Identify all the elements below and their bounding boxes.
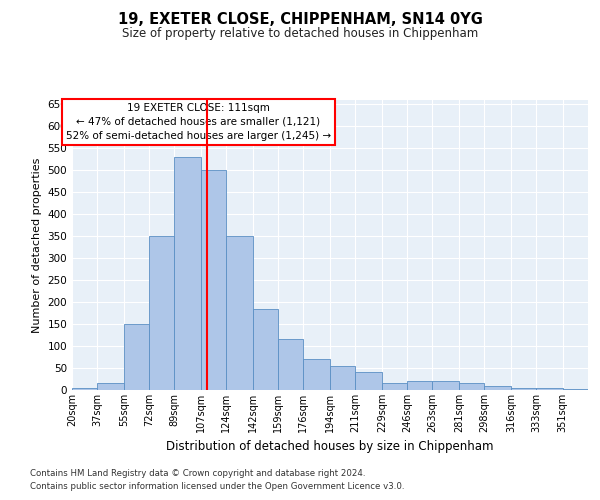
Bar bbox=[253, 308, 278, 390]
Text: 19 EXETER CLOSE: 111sqm
← 47% of detached houses are smaller (1,121)
52% of semi: 19 EXETER CLOSE: 111sqm ← 47% of detache… bbox=[66, 103, 331, 141]
Bar bbox=[201, 170, 226, 390]
Bar bbox=[355, 372, 382, 390]
Bar bbox=[382, 384, 407, 390]
Bar bbox=[278, 340, 304, 390]
Bar bbox=[407, 381, 433, 390]
Bar bbox=[536, 388, 563, 390]
Text: Size of property relative to detached houses in Chippenham: Size of property relative to detached ho… bbox=[122, 28, 478, 40]
Text: 19, EXETER CLOSE, CHIPPENHAM, SN14 0YG: 19, EXETER CLOSE, CHIPPENHAM, SN14 0YG bbox=[118, 12, 482, 28]
Bar bbox=[175, 157, 201, 390]
Bar bbox=[484, 386, 511, 390]
Bar bbox=[511, 388, 536, 390]
Text: Contains HM Land Registry data © Crown copyright and database right 2024.: Contains HM Land Registry data © Crown c… bbox=[30, 468, 365, 477]
Y-axis label: Number of detached properties: Number of detached properties bbox=[32, 158, 42, 332]
X-axis label: Distribution of detached houses by size in Chippenham: Distribution of detached houses by size … bbox=[166, 440, 494, 454]
Text: Contains public sector information licensed under the Open Government Licence v3: Contains public sector information licen… bbox=[30, 482, 404, 491]
Bar bbox=[149, 236, 175, 390]
Bar bbox=[226, 236, 253, 390]
Bar bbox=[97, 384, 124, 390]
Bar bbox=[563, 388, 588, 390]
Bar bbox=[124, 324, 149, 390]
Bar bbox=[433, 381, 459, 390]
Bar bbox=[459, 384, 484, 390]
Bar bbox=[72, 388, 97, 390]
Bar bbox=[330, 366, 355, 390]
Bar bbox=[304, 359, 330, 390]
